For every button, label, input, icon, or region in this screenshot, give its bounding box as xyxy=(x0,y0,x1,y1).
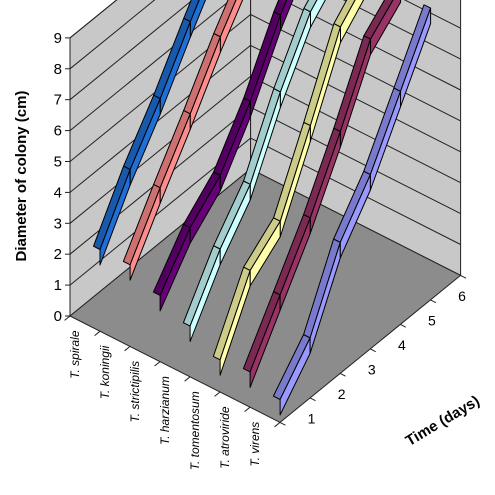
y-tick-label: 4 xyxy=(54,184,62,201)
category-tick-label: T. spirale xyxy=(68,330,82,379)
category-tick-label: T. virens xyxy=(248,422,262,467)
y-tick-label: 1 xyxy=(54,277,62,294)
category-tick-mark xyxy=(94,330,101,336)
y-tick-label: 8 xyxy=(54,61,62,78)
gridline xyxy=(69,137,461,286)
ribbon-top xyxy=(363,0,394,40)
ribbon-face xyxy=(219,0,244,53)
x-tick-mark xyxy=(430,299,437,304)
series-t-strictipilis xyxy=(152,0,294,312)
series-t-tomentosum xyxy=(212,0,365,376)
ribbon-top xyxy=(213,0,237,38)
ribbon-top xyxy=(183,0,200,23)
ribbon-top xyxy=(333,0,356,28)
y-tick-label: 9 xyxy=(54,30,62,47)
x-tick-mark xyxy=(400,323,407,328)
series-t-spirale xyxy=(93,0,207,266)
x-tick-label: 4 xyxy=(398,337,406,353)
x-axis-title: Time (days) xyxy=(403,392,483,449)
series-t-virens xyxy=(272,4,432,416)
ribbon-face xyxy=(189,0,207,38)
x-tick-mark xyxy=(309,397,316,402)
series-t-harzianum xyxy=(182,0,326,342)
category-tick-mark xyxy=(214,391,221,397)
category-tick-label: T. koningii xyxy=(98,345,112,399)
category-tick-mark xyxy=(154,361,161,367)
x-tick-mark xyxy=(460,274,467,279)
x-tick-mark xyxy=(339,372,346,377)
chart-tick-labels: 0 1 2 3 4 5 6 7 8 9 T. spirale T. koningii T. strict… xyxy=(54,30,466,470)
ribbon-top xyxy=(273,0,288,16)
y-tick-label: 6 xyxy=(54,123,62,140)
x-tick-label: 6 xyxy=(458,288,466,304)
ribbon-face xyxy=(400,7,432,108)
category-tick-mark xyxy=(64,315,71,321)
ribbon-top xyxy=(303,0,318,13)
series-t-koningii xyxy=(122,0,244,281)
gridline xyxy=(69,0,461,101)
category-tick-mark xyxy=(184,376,191,382)
ribbon-face xyxy=(310,0,326,28)
category-tick-label: T. atroviride xyxy=(218,406,232,469)
x-tick-mark xyxy=(279,421,286,426)
chart-gridlines xyxy=(64,0,467,428)
chart-series xyxy=(93,0,432,416)
y-tick-label: 2 xyxy=(54,246,62,263)
x-tick-label: 1 xyxy=(308,411,316,427)
ribbon-face xyxy=(340,0,365,43)
x-tick-mark xyxy=(370,348,376,353)
ribbon-face xyxy=(280,0,294,31)
x-tick-label: 3 xyxy=(368,362,376,378)
category-tick-mark xyxy=(244,406,251,412)
x-tick-label: 5 xyxy=(428,313,436,329)
y-tick-label: 3 xyxy=(54,215,62,232)
category-tick-label: T. tomentosum xyxy=(188,391,202,470)
x-tick-label: 2 xyxy=(338,386,346,402)
category-tick-label: T. harzianum xyxy=(158,376,172,445)
y-tick-label: 0 xyxy=(54,308,62,325)
gridline xyxy=(69,0,461,131)
gridline xyxy=(69,0,461,70)
category-tick-mark xyxy=(274,422,281,428)
y-tick-label: 5 xyxy=(54,154,62,171)
series-t-atroviride xyxy=(242,0,402,388)
y-axis-title: Diameter of colony (cm) xyxy=(13,91,30,262)
y-tick-label: 7 xyxy=(54,92,62,109)
category-tick-label: T. strictipilis xyxy=(128,361,142,423)
gridline xyxy=(69,13,461,162)
category-tick-mark xyxy=(124,346,131,352)
ribbon-face xyxy=(370,0,402,55)
